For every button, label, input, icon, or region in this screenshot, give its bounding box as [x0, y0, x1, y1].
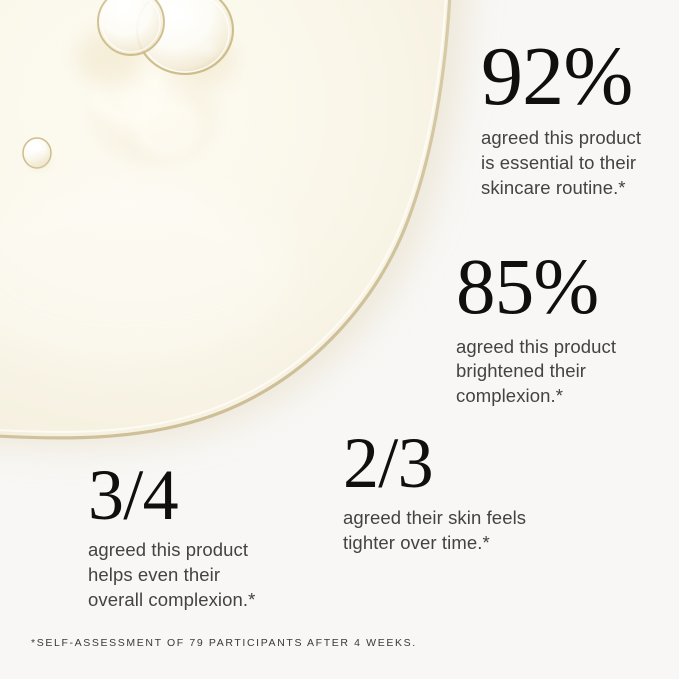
stat-figure-three-quarters: 3/4 [88, 455, 179, 535]
stat-figure-85: 85% [456, 244, 599, 331]
stat-block-two-thirds: 2/3 agreed their skin feels tighter over… [343, 423, 527, 556]
puddle-rim-highlight [0, 0, 447, 433]
stat-body-92: agreed this product is essential to thei… [481, 127, 642, 198]
puddle-rim [0, 0, 452, 440]
gel-blob-2 [90, 58, 166, 126]
puddle-body [0, 0, 450, 438]
stat-body-three-quarters: agreed this product helps even their ove… [88, 539, 256, 610]
bubble-medium [97, 0, 165, 56]
stat-figure-92: 92% [481, 30, 633, 123]
gel-blob-4 [76, 30, 144, 86]
gel-blob-1 [90, 60, 214, 164]
stat-figure-two-thirds: 2/3 [343, 423, 434, 503]
puddle-sheen [0, 180, 290, 360]
stat-block-85-percent: 85% agreed this product brightened their… [456, 244, 617, 409]
footnote-disclaimer: *SELF-ASSESSMENT OF 79 PARTICIPANTS AFTE… [31, 637, 417, 649]
stat-body-85: agreed this product brightened their com… [456, 335, 617, 407]
bubble-large [135, 0, 235, 76]
gel-blob-5 [176, 34, 236, 86]
puddle-shadow [0, 0, 468, 447]
stat-block-three-quarters: 3/4 agreed this product helps even their… [88, 455, 256, 613]
stat-body-two-thirds: agreed their skin feels tighter over tim… [343, 507, 527, 554]
gel-blob-3 [134, 98, 202, 158]
stat-block-92-percent: 92% agreed this product is essential to … [481, 30, 642, 201]
bubble-small [22, 137, 52, 169]
